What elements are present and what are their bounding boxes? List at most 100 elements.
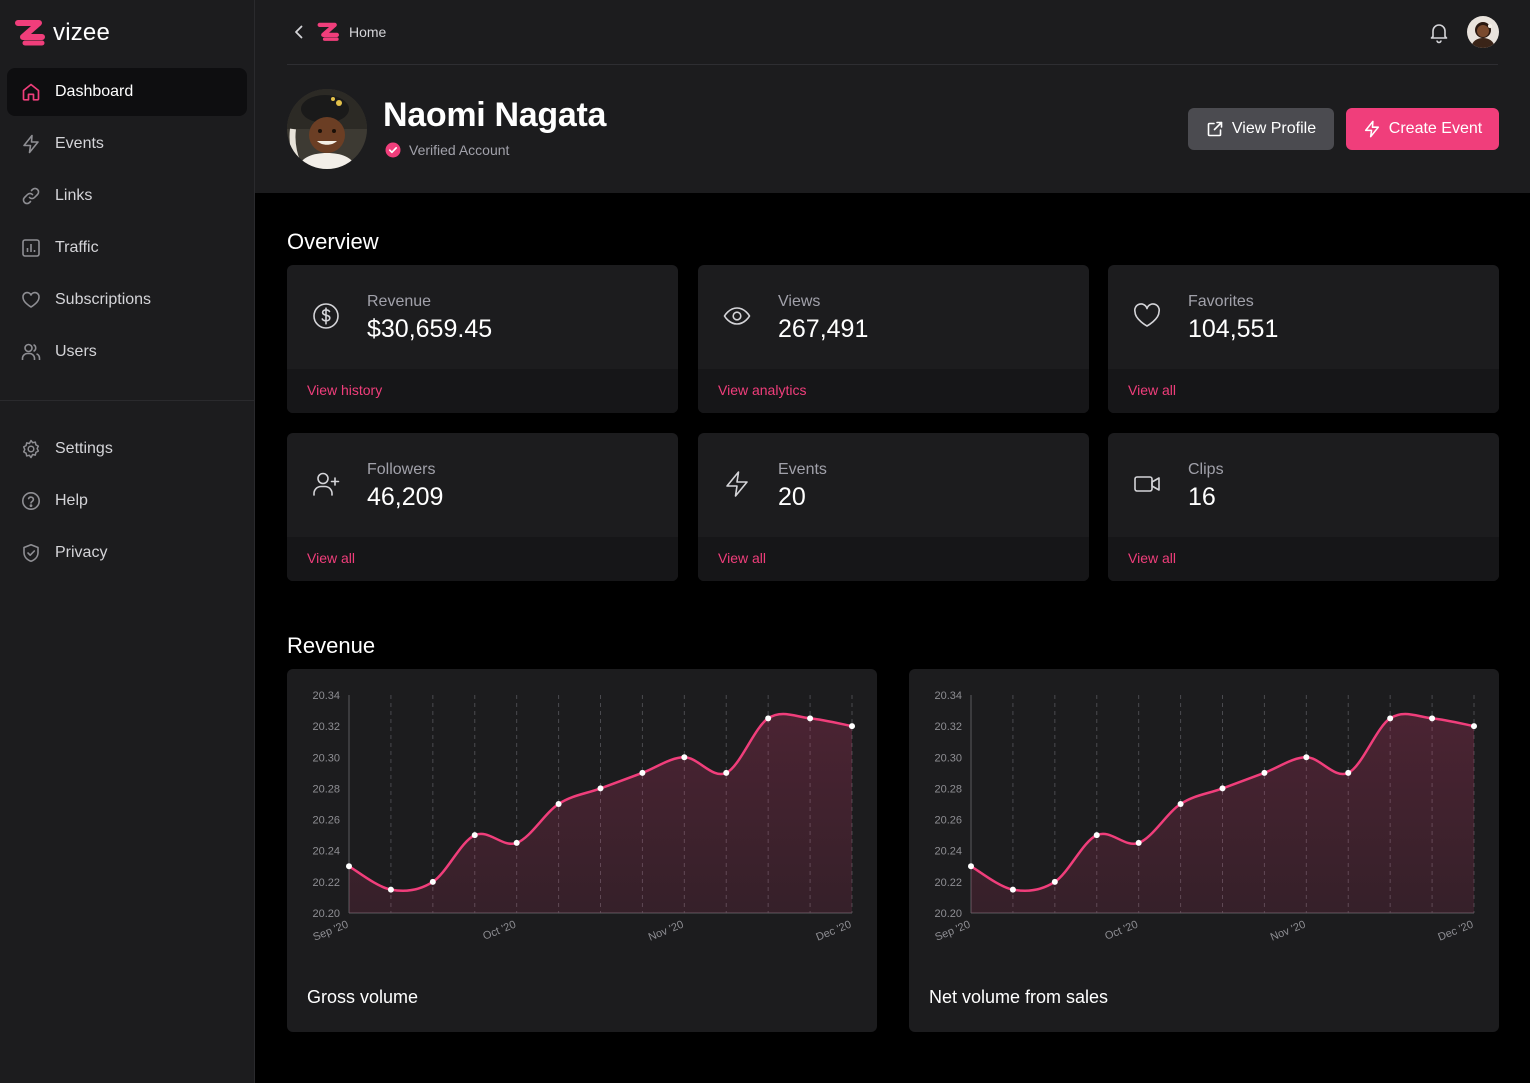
y-tick-label: 20.24 <box>312 846 340 858</box>
view-all-link[interactable]: View all <box>1128 382 1176 398</box>
stat-value: 46,209 <box>367 483 444 511</box>
card-footer <box>287 537 678 581</box>
data-point <box>513 839 520 846</box>
header-divider <box>287 64 1498 65</box>
y-tick-label: 20.30 <box>312 752 340 764</box>
y-tick-label: 20.28 <box>312 783 340 795</box>
view-analytics-link[interactable]: View analytics <box>718 382 807 398</box>
profile-avatar <box>287 89 367 169</box>
sidebar-item-label: Dashboard <box>55 83 134 100</box>
sidebar-item-help[interactable]: Help <box>7 477 247 525</box>
data-point <box>639 769 646 776</box>
sidebar-item-label: Subscriptions <box>55 291 152 308</box>
sidebar-item-settings[interactable]: Settings <box>7 425 247 473</box>
card-footer <box>698 537 1089 581</box>
user-avatar[interactable] <box>1467 16 1499 48</box>
data-point <box>597 785 604 792</box>
x-tick-label: Oct '20 <box>481 919 517 943</box>
y-tick-label: 20.22 <box>934 877 962 889</box>
stat-card-followers: Followers 46,209 View all <box>287 433 678 581</box>
x-tick-label: Nov '20 <box>1269 919 1308 944</box>
bell-icon[interactable] <box>1427 20 1451 44</box>
sidebar-item-traffic[interactable]: Traffic <box>7 224 247 272</box>
card-footer <box>698 369 1089 413</box>
brand-mark-icon[interactable] <box>317 22 341 42</box>
data-point <box>1429 715 1436 722</box>
primary-nav: Dashboard Events Links Traffic Subscript… <box>7 68 247 380</box>
shield-check-icon <box>21 543 41 563</box>
sidebar: vizee Dashboard Events Links Traffic <box>0 0 255 1083</box>
stat-card-revenue: Revenue $30,659.45 View history <box>287 265 678 413</box>
sidebar-item-label: Help <box>55 492 88 509</box>
gross-volume-chart: 20.20 20.22 20.24 20.26 20.28 20.30 20.32 20.34… <box>311 690 855 944</box>
heart-icon <box>21 290 41 310</box>
gear-icon <box>21 439 41 459</box>
stat-label: Followers <box>367 461 436 478</box>
data-point <box>1219 785 1226 792</box>
secondary-nav: Settings Help Privacy <box>7 425 247 581</box>
data-point <box>1261 769 1268 776</box>
view-profile-label: View Profile <box>1231 120 1317 137</box>
stat-value: $30,659.45 <box>367 315 493 343</box>
stat-card-views: Views 267,491 View analytics <box>698 265 1089 413</box>
home-icon <box>21 82 41 102</box>
stat-card-favorites: Favorites 104,551 View all <box>1108 265 1499 413</box>
chart-title: Net volume from sales <box>929 987 1109 1007</box>
view-profile-button[interactable]: View Profile <box>1188 108 1334 150</box>
data-point <box>1093 832 1100 839</box>
breadcrumb-home[interactable]: Home <box>349 24 387 40</box>
y-tick-label: 20.22 <box>312 877 340 889</box>
profile-name: Naomi Nagata <box>383 96 607 134</box>
sidebar-item-users[interactable]: Users <box>7 328 247 376</box>
view-all-link[interactable]: View all <box>1128 550 1176 566</box>
brand-name: vizee <box>53 19 111 46</box>
x-tick-label: Sep '20 <box>311 919 350 944</box>
back-chevron-icon[interactable] <box>291 24 307 40</box>
series-area <box>971 714 1474 913</box>
data-point <box>1177 801 1184 807</box>
sidebar-item-dashboard[interactable]: Dashboard <box>7 68 247 116</box>
help-circle-icon <box>21 491 41 511</box>
card-footer <box>1108 369 1499 413</box>
overview-title: Overview <box>287 229 379 254</box>
link-icon <box>21 186 41 206</box>
y-tick-label: 20.30 <box>934 752 962 764</box>
data-point <box>765 715 772 722</box>
x-tick-label: Nov '20 <box>647 919 686 944</box>
x-tick-label: Oct '20 <box>1103 919 1139 943</box>
create-event-button[interactable]: Create Event <box>1346 108 1499 150</box>
x-tick-label: Sep '20 <box>933 919 972 944</box>
stat-card-events: Events 20 View all <box>698 433 1089 581</box>
stat-value: 20 <box>778 483 806 511</box>
sidebar-item-label: Privacy <box>55 544 108 561</box>
series-area <box>349 714 852 913</box>
sidebar-item-links[interactable]: Links <box>7 172 247 220</box>
sidebar-item-privacy[interactable]: Privacy <box>7 529 247 577</box>
data-point <box>849 723 855 730</box>
sidebar-item-label: Links <box>55 187 93 204</box>
data-point <box>1303 754 1310 761</box>
stat-label: Clips <box>1188 461 1224 478</box>
view-all-link[interactable]: View all <box>307 550 355 566</box>
verified-label: Verified Account <box>409 142 510 158</box>
data-point <box>723 769 730 776</box>
sidebar-item-subscriptions[interactable]: Subscriptions <box>7 276 247 324</box>
view-all-link[interactable]: View all <box>718 550 766 566</box>
view-history-link[interactable]: View history <box>307 382 383 398</box>
data-point <box>429 878 436 885</box>
user-plus-icon <box>311 469 341 499</box>
external-link-icon <box>1206 120 1224 138</box>
eye-icon <box>722 301 752 331</box>
stat-value: 267,491 <box>778 315 869 343</box>
sidebar-item-label: Events <box>55 135 104 152</box>
data-point <box>1051 878 1058 885</box>
data-point <box>1135 839 1142 846</box>
net-volume-chart: 20.20 20.22 20.24 20.26 20.28 20.30 20.32 20.34… <box>933 690 1477 944</box>
data-point <box>1471 723 1477 730</box>
stat-label: Views <box>778 293 821 310</box>
y-tick-label: 20.28 <box>934 783 962 795</box>
y-tick-label: 20.26 <box>312 815 340 827</box>
brand-logo[interactable]: vizee <box>15 18 110 48</box>
sidebar-item-events[interactable]: Events <box>7 120 247 168</box>
stat-label: Favorites <box>1188 293 1254 310</box>
